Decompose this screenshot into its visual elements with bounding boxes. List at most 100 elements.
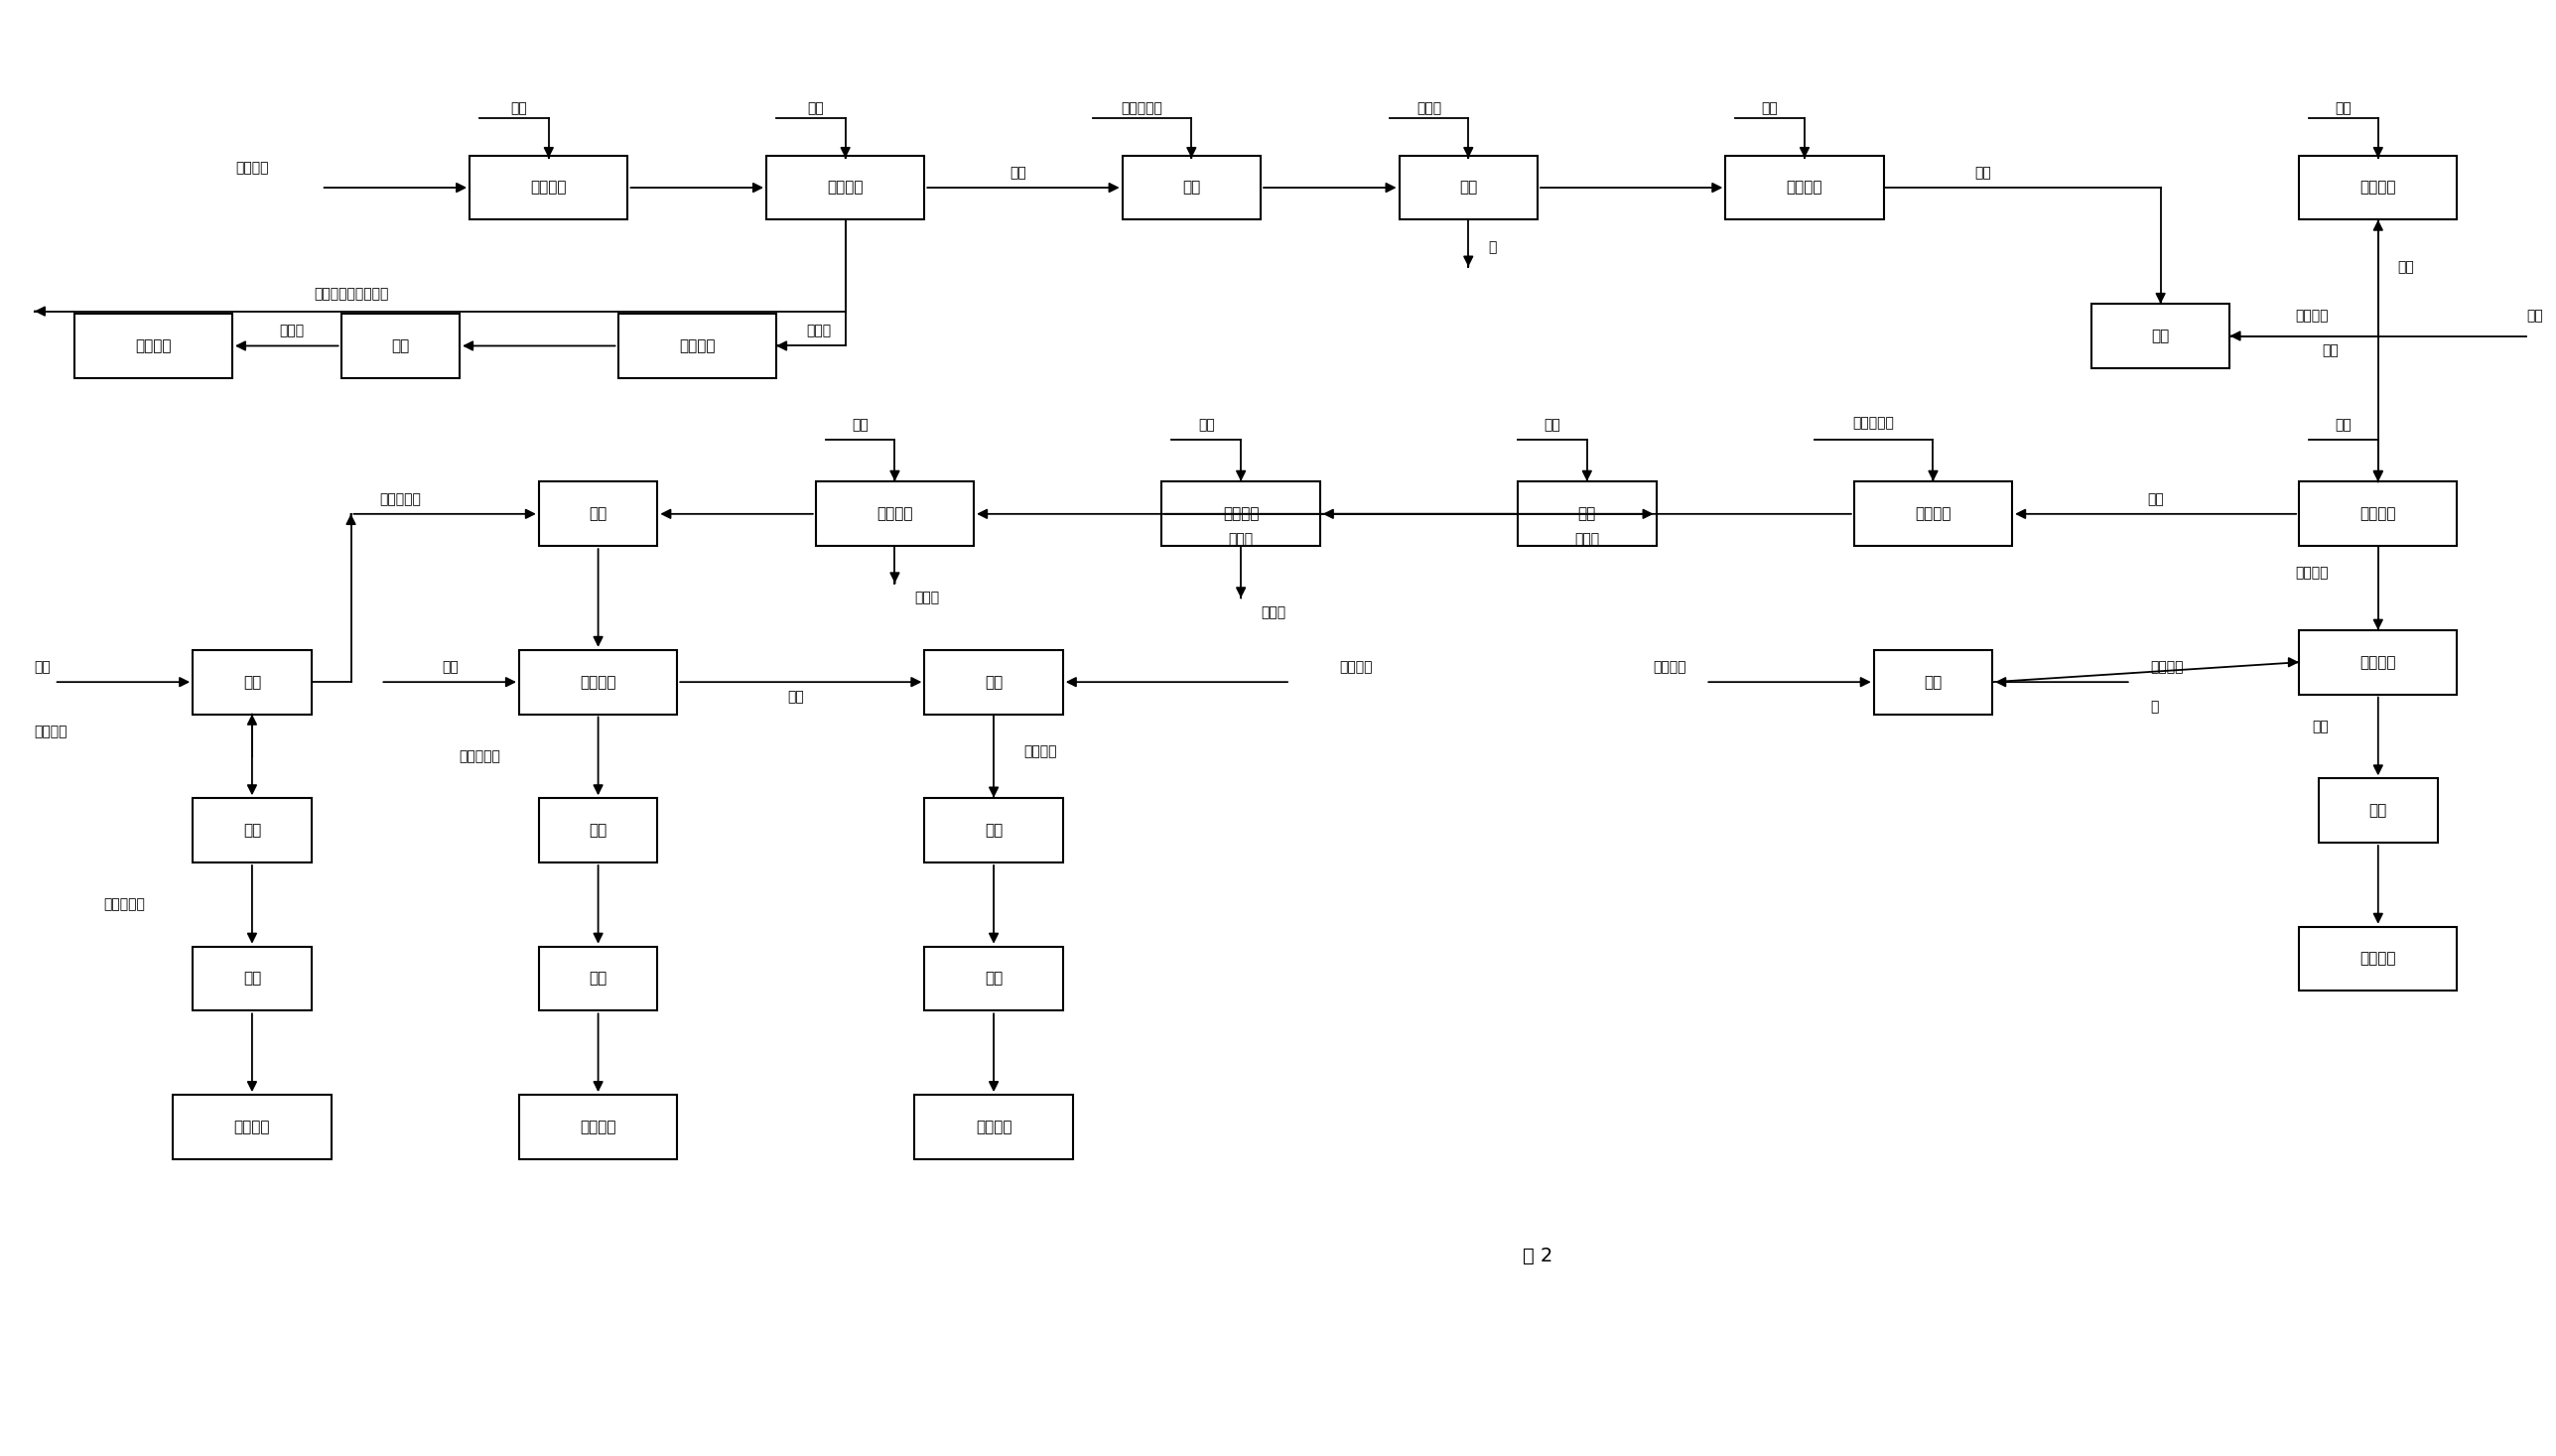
Text: 铁红: 铁红 bbox=[2313, 719, 2329, 734]
Bar bbox=[2298, 630, 2456, 695]
Bar bbox=[915, 1095, 1074, 1159]
Text: 烘干煅烧: 烘干煅烧 bbox=[680, 338, 716, 354]
Text: 三氧化硫: 三氧化硫 bbox=[2150, 660, 2183, 674]
Text: 置换渣: 置换渣 bbox=[1229, 531, 1252, 546]
Text: 洗水: 洗水 bbox=[1761, 102, 1779, 115]
Text: 过滤洗涤: 过滤洗涤 bbox=[2359, 507, 2395, 521]
Text: 滤液: 滤液 bbox=[2398, 259, 2415, 274]
Text: 高锰酸钾液: 高锰酸钾液 bbox=[1853, 416, 1894, 430]
Text: 洗水: 洗水 bbox=[2336, 418, 2352, 432]
Bar bbox=[925, 946, 1063, 1010]
Bar bbox=[925, 798, 1063, 862]
Text: 吸收: 吸收 bbox=[1925, 674, 1943, 690]
Text: 洗水: 洗水 bbox=[2336, 102, 2352, 115]
Text: 沉矾: 沉矾 bbox=[2152, 329, 2170, 344]
Bar bbox=[539, 946, 657, 1010]
Text: 含锌氧化料: 含锌氧化料 bbox=[1122, 102, 1163, 115]
Text: 成品包装: 成品包装 bbox=[135, 338, 171, 354]
Text: 成品包装: 成品包装 bbox=[235, 1120, 271, 1134]
Text: 锰铁渣: 锰铁渣 bbox=[1574, 531, 1600, 546]
Text: 置换: 置换 bbox=[1577, 507, 1595, 521]
Text: 铵: 铵 bbox=[2150, 700, 2160, 713]
Text: 硫酸铵液: 硫酸铵液 bbox=[1022, 744, 1056, 759]
Bar bbox=[539, 798, 657, 862]
Text: 二次氧化: 二次氧化 bbox=[1914, 507, 1950, 521]
Text: 过滤洗涤: 过滤洗涤 bbox=[828, 181, 864, 195]
Text: 过滤洗涤: 过滤洗涤 bbox=[2359, 181, 2395, 195]
Text: 碳铵饱和液: 碳铵饱和液 bbox=[381, 492, 422, 507]
Bar bbox=[2298, 156, 2456, 220]
Bar bbox=[767, 156, 925, 220]
Text: 返回钛白生产主流程: 返回钛白生产主流程 bbox=[314, 287, 389, 301]
Text: 滤液: 滤液 bbox=[1010, 166, 1028, 179]
Text: 中和剂: 中和剂 bbox=[1416, 102, 1442, 115]
Bar bbox=[74, 313, 233, 379]
Text: 锰铁渣: 锰铁渣 bbox=[1260, 606, 1286, 620]
Text: 成品包装: 成品包装 bbox=[976, 1120, 1012, 1134]
Bar bbox=[1874, 649, 1994, 713]
Bar bbox=[192, 798, 312, 862]
Text: 洗水: 洗水 bbox=[851, 418, 869, 432]
Text: 煅烧: 煅烧 bbox=[243, 823, 261, 837]
Text: 碱式碳酸锌: 碱式碳酸锌 bbox=[458, 750, 501, 763]
Text: 过滤洗涤: 过滤洗涤 bbox=[580, 674, 616, 690]
Text: 成品包装: 成品包装 bbox=[580, 1120, 616, 1134]
Text: 浸出: 浸出 bbox=[1183, 181, 1201, 195]
Text: 铵沉: 铵沉 bbox=[588, 507, 608, 521]
Bar bbox=[2298, 482, 2456, 546]
Text: 图 2: 图 2 bbox=[1523, 1246, 1551, 1265]
Text: 锌粉: 锌粉 bbox=[1544, 418, 1562, 432]
Text: 成品包装: 成品包装 bbox=[2359, 951, 2395, 967]
Bar bbox=[470, 156, 629, 220]
Bar bbox=[2298, 926, 2456, 992]
Text: 粉碎: 粉碎 bbox=[2369, 804, 2387, 818]
Bar bbox=[1518, 482, 1656, 546]
Bar bbox=[539, 482, 657, 546]
Bar bbox=[340, 313, 460, 379]
Text: 干燥: 干燥 bbox=[588, 823, 608, 837]
Bar bbox=[1725, 156, 1884, 220]
Text: 过硫酸铵: 过硫酸铵 bbox=[2295, 309, 2329, 323]
Text: 滤液: 滤液 bbox=[2147, 492, 2165, 507]
Text: 晶种: 晶种 bbox=[2525, 309, 2543, 323]
Text: 硫酸铵液: 硫酸铵液 bbox=[1339, 660, 1373, 674]
Text: 结晶: 结晶 bbox=[984, 823, 1002, 837]
Text: 粉碎: 粉碎 bbox=[243, 971, 261, 986]
Text: 浓缩: 浓缩 bbox=[984, 674, 1002, 690]
Bar bbox=[519, 1095, 677, 1159]
Text: 过滤洗涤: 过滤洗涤 bbox=[1222, 507, 1260, 521]
Text: 加热水解: 加热水解 bbox=[532, 181, 567, 195]
Text: 碳铵溶液: 碳铵溶液 bbox=[1654, 660, 1687, 674]
Text: 黄铵铁矾: 黄铵铁矾 bbox=[2295, 566, 2329, 579]
Text: 干燥: 干燥 bbox=[984, 971, 1002, 986]
Bar bbox=[925, 649, 1063, 713]
Text: 滤液: 滤液 bbox=[1973, 166, 1991, 179]
Bar bbox=[1853, 482, 2012, 546]
Bar bbox=[815, 482, 974, 546]
Bar bbox=[619, 313, 777, 379]
Bar bbox=[519, 649, 677, 713]
Bar bbox=[192, 649, 312, 713]
Text: 渣: 渣 bbox=[1488, 240, 1495, 253]
Text: 中和: 中和 bbox=[1459, 181, 1477, 195]
Text: 粉碎: 粉碎 bbox=[588, 971, 608, 986]
Text: 滤液: 滤液 bbox=[787, 690, 805, 703]
Text: 洗水: 洗水 bbox=[2321, 344, 2339, 358]
Text: 洗水: 洗水 bbox=[808, 102, 823, 115]
Bar bbox=[174, 1095, 332, 1159]
Text: 二氧化碳: 二氧化碳 bbox=[33, 725, 69, 738]
Text: 钛白废酸: 钛白废酸 bbox=[235, 162, 268, 175]
Bar bbox=[2318, 779, 2438, 843]
Text: 晶种: 晶种 bbox=[511, 102, 527, 115]
Text: 活性氧化锌: 活性氧化锌 bbox=[105, 897, 146, 911]
Bar bbox=[1122, 156, 1260, 220]
Text: 过滤洗涤: 过滤洗涤 bbox=[877, 507, 912, 521]
Bar bbox=[2091, 304, 2229, 368]
Text: 烘干煅烧: 烘干煅烧 bbox=[2359, 655, 2395, 670]
Text: 洗水: 洗水 bbox=[442, 660, 458, 674]
Bar bbox=[1163, 482, 1319, 546]
Text: 洗水: 洗水 bbox=[1199, 418, 1214, 432]
Text: 氨水: 氨水 bbox=[33, 660, 51, 674]
Text: 过滤洗涤: 过滤洗涤 bbox=[1787, 181, 1822, 195]
Bar bbox=[192, 946, 312, 1010]
